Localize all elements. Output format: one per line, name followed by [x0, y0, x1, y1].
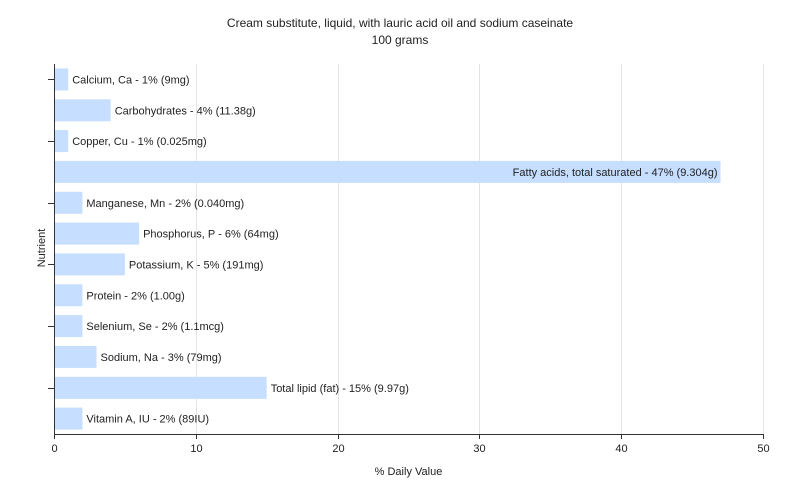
bar [55, 315, 83, 338]
bar [55, 284, 83, 307]
x-tick-label: 50 [757, 443, 769, 455]
data-label: Sodium, Na - 3% (79mg) [101, 352, 222, 364]
bar [55, 376, 267, 399]
data-label: Potassium, K - 5% (191mg) [129, 259, 264, 271]
data-label: Calcium, Ca - 1% (9mg) [72, 74, 189, 86]
bar [55, 160, 721, 183]
x-tick-label: 0 [51, 443, 57, 455]
data-label: Total lipid (fat) - 15% (9.97g) [271, 383, 409, 395]
x-tick-label: 20 [332, 443, 344, 455]
bar [55, 191, 83, 214]
chart-subtitle: 100 grams [371, 33, 429, 47]
bar [55, 407, 83, 430]
x-tick-label: 40 [615, 443, 627, 455]
x-tick-label: 10 [190, 443, 202, 455]
data-label: Fatty acids, total saturated - 47% (9.30… [513, 167, 718, 179]
data-label: Manganese, Mn - 2% (0.040mg) [86, 198, 244, 210]
bar [55, 253, 125, 276]
x-axis-label: % Daily Value [374, 466, 443, 478]
data-label: Selenium, Se - 2% (1.1mcg) [86, 321, 224, 333]
bar [55, 68, 69, 91]
bar [55, 345, 97, 368]
data-label: Vitamin A, IU - 2% (89IU) [86, 414, 209, 426]
data-label: Carbohydrates - 4% (11.38g) [115, 105, 256, 117]
bar [55, 99, 111, 122]
data-label: Phosphorus, P - 6% (64mg) [143, 229, 279, 241]
x-tick-label: 30 [473, 443, 485, 455]
data-label: Copper, Cu - 1% (0.025mg) [72, 136, 207, 148]
chart-title: Cream substitute, liquid, with lauric ac… [226, 16, 574, 30]
y-axis-label: Nutrient [36, 228, 48, 268]
bar [55, 130, 69, 153]
bar [55, 222, 140, 245]
data-label: Protein - 2% (1.00g) [86, 290, 184, 302]
